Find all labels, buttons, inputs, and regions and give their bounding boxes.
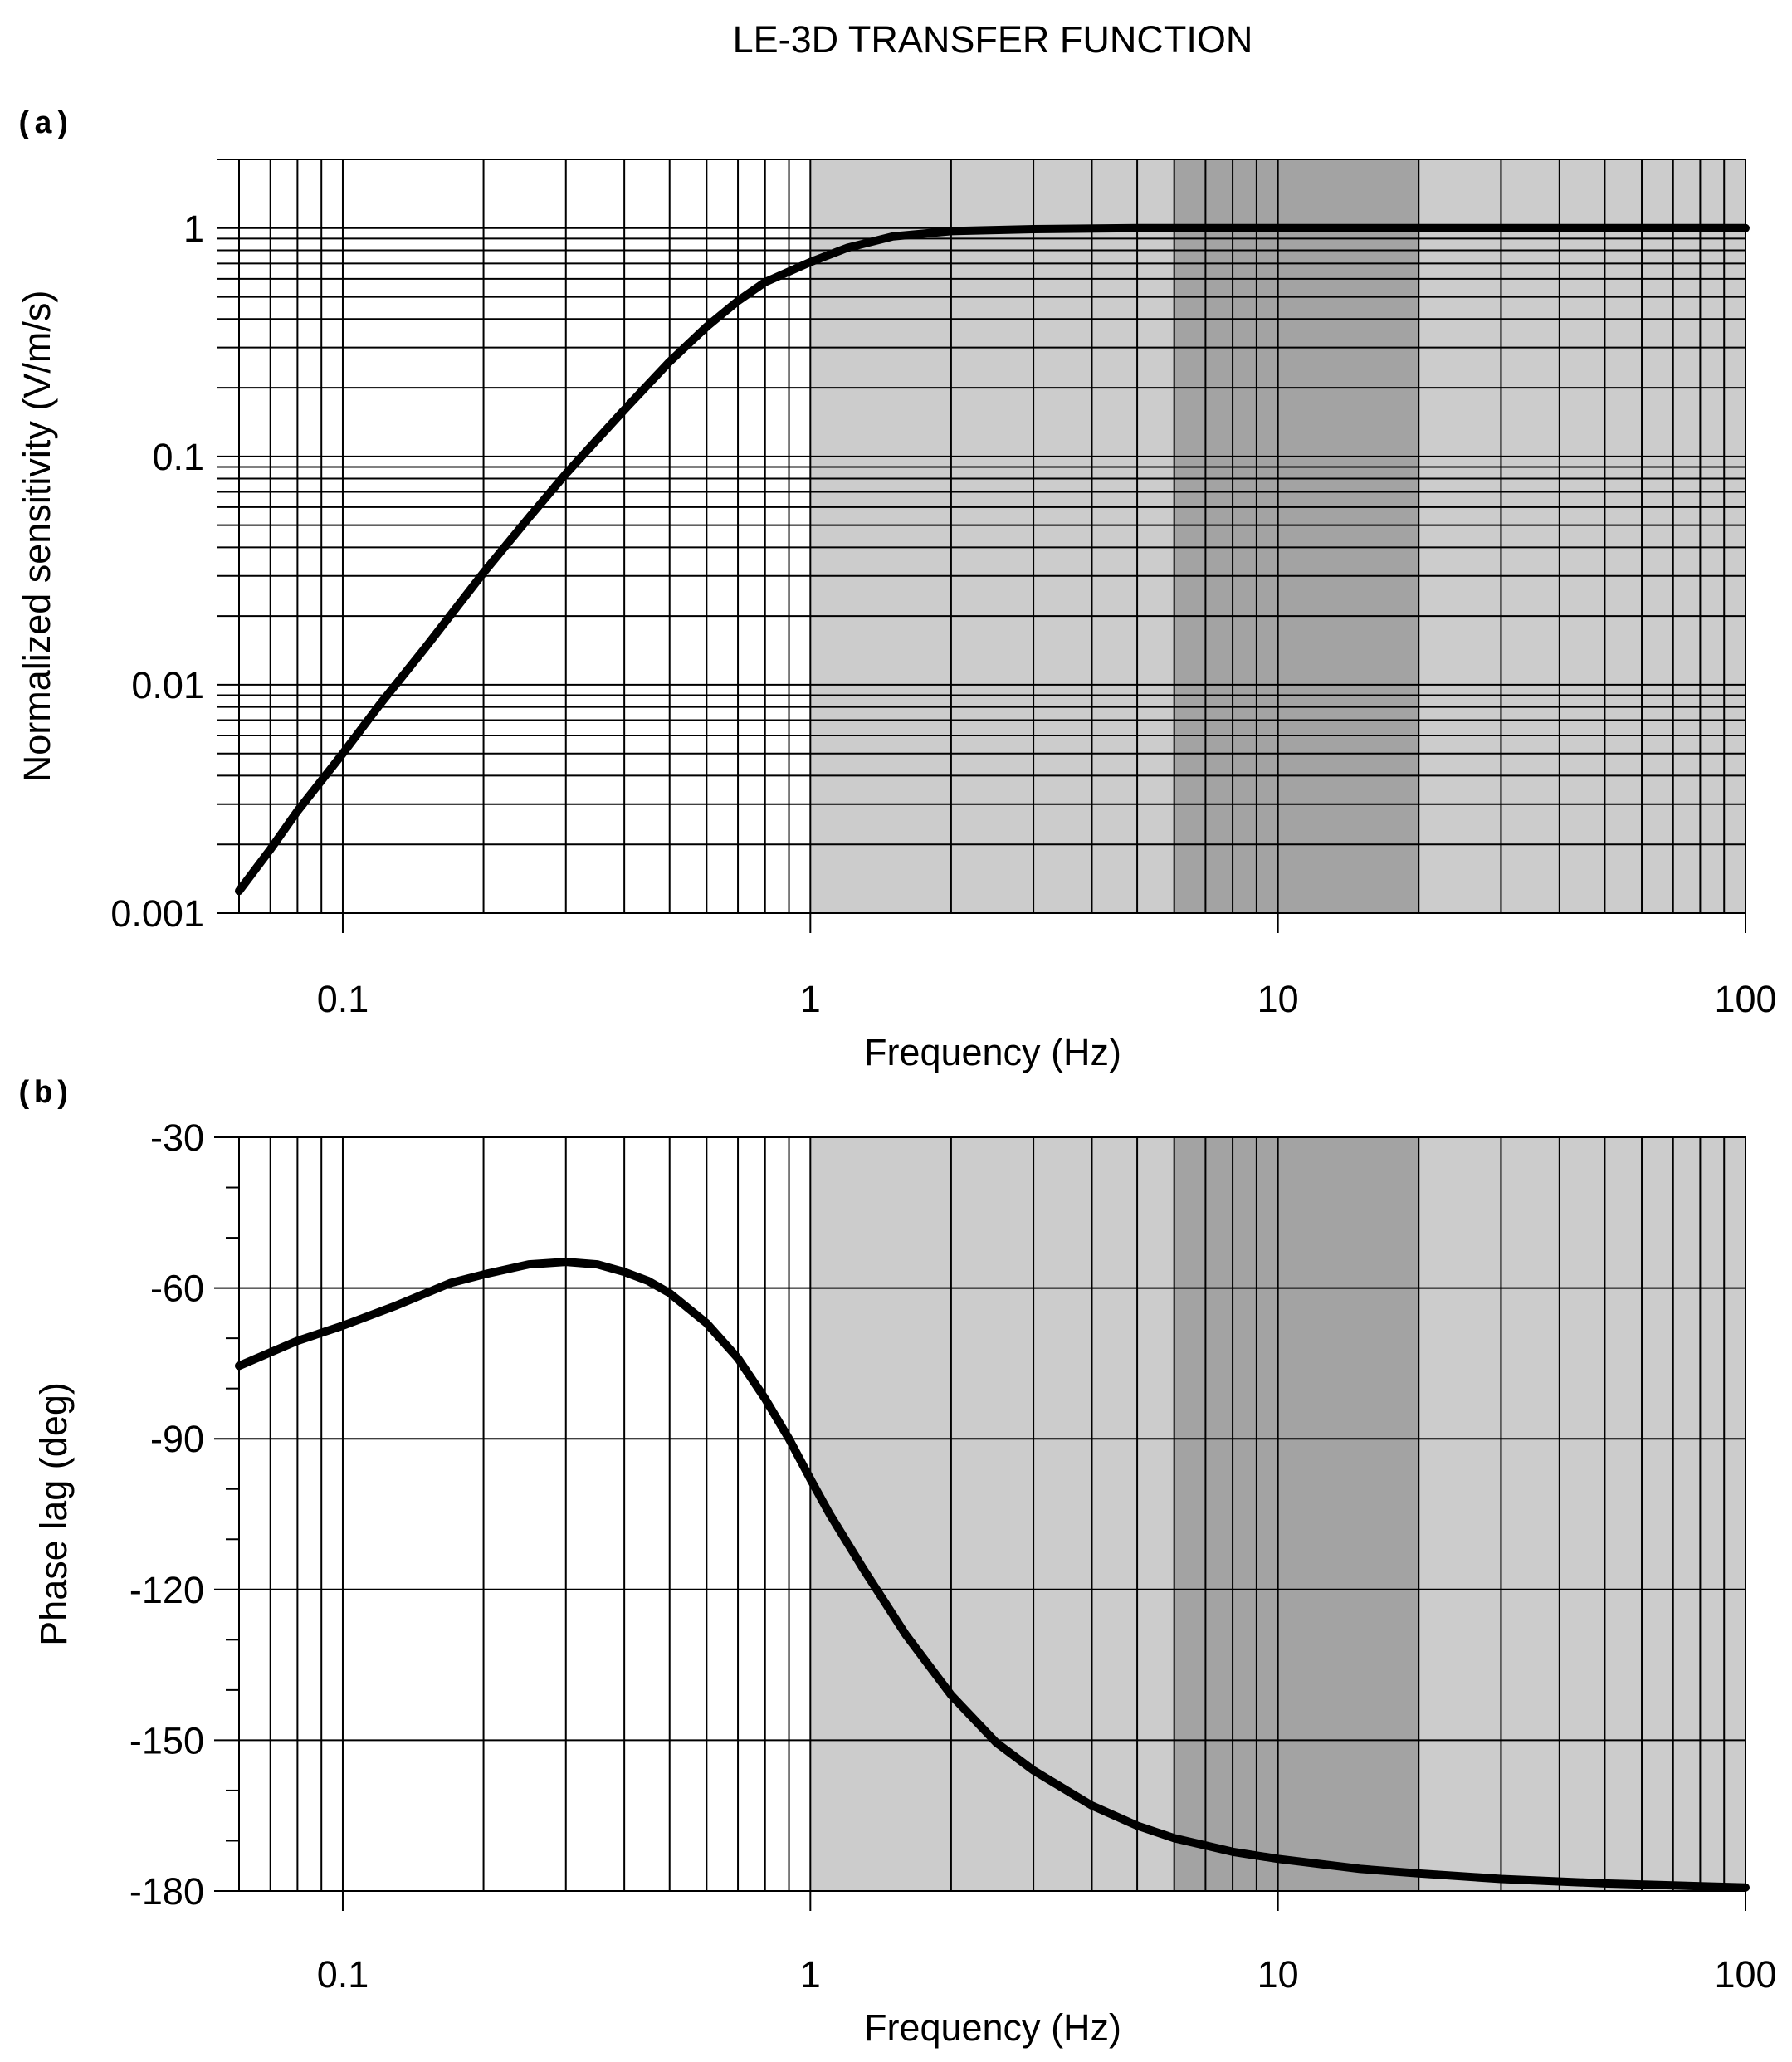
y-tick-label: 0.1 [152, 436, 204, 478]
shaded-band-dark [1174, 159, 1419, 913]
x-tick-label: 100 [1714, 1953, 1776, 1996]
x-tick-label: 0.1 [317, 978, 369, 1020]
phase-plot: 0.1 1 10 100 -180 -150 -120 -90 -60 -30 Frequency … [32, 1117, 1777, 2049]
x-tick-label: 100 [1714, 978, 1776, 1020]
y-axis-label: Phase lag (deg) [32, 1382, 75, 1646]
y-tick-label: -180 [129, 1870, 204, 1913]
y-tick-label: -60 [150, 1268, 204, 1310]
shaded-band-dark [1174, 1137, 1419, 1891]
series-line [235, 223, 1750, 896]
x-axis-label: Frequency (Hz) [864, 2006, 1121, 2049]
y-tick-label: -90 [150, 1418, 204, 1460]
y-tick-label: -30 [150, 1117, 204, 1159]
x-tick-label: 0.1 [317, 1953, 369, 1996]
x-tick-label: 10 [1257, 978, 1299, 1020]
y-axis-label: Normalized sensitivity (V/m/s) [16, 291, 58, 783]
x-tick-label: 1 [800, 978, 821, 1020]
x-tick-label: 1 [800, 1953, 821, 1996]
sensitivity-plot: 0.1 1 10 100 0.001 0.01 0.1 1 Frequency (Hz) Norm… [16, 159, 1777, 1073]
y-tick-label: 1 [183, 208, 204, 250]
x-axis-label: Frequency (Hz) [864, 1031, 1121, 1073]
panel-label-a: (a) [15, 107, 71, 143]
y-tick-label: 0.001 [110, 892, 204, 935]
x-tick-label: 10 [1257, 1953, 1299, 1996]
y-tick-label: 0.01 [131, 664, 204, 706]
y-tick-label: -150 [129, 1719, 204, 1761]
figure-title: LE-3D TRANSFER FUNCTION [733, 18, 1253, 61]
y-tick-label: -120 [129, 1569, 204, 1611]
panel-label-b: (b) [15, 1077, 71, 1112]
